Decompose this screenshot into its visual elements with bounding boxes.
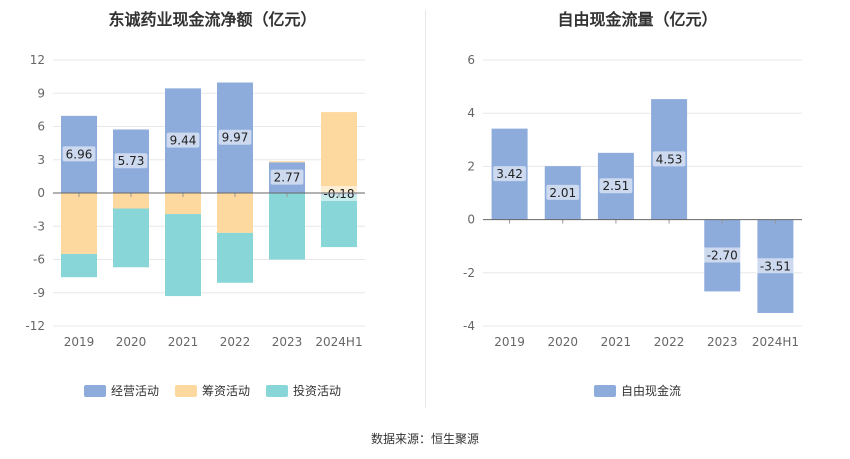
free-cashflow-chart: 6 4 2 0 -2 -4 3.42 2019 2.01 2020 2.51 2021 4.53 2022…	[463, 53, 802, 349]
data-source-text: 数据来源：恒生聚源	[370, 432, 479, 446]
free-cashflow-data-label-bg	[493, 166, 526, 182]
cashflow-net-bar-series2	[165, 214, 201, 297]
cashflow-net-xtick-label: 2022	[220, 335, 251, 349]
cashflow-net-legend-label: 投资活动	[293, 384, 342, 398]
cashflow-net-ytick-label: -3	[33, 219, 45, 233]
free-cashflow-legend-label: 自由现金流	[620, 384, 681, 398]
cashflow-net-xtick-label: 2021	[168, 335, 199, 349]
cashflow-net-ytick-label: 12	[30, 53, 45, 67]
cashflow-net-bar-series2	[269, 193, 305, 260]
cashflow-net-ytick-label: 3	[37, 153, 45, 167]
free-cashflow-legend: 自由现金流	[425, 382, 850, 400]
cashflow-net-data-label-bg	[62, 146, 96, 162]
cashflow-net-bar-series2	[61, 253, 97, 278]
cashflow-net-xtick-label: 2024H1	[315, 335, 362, 349]
cashflow-net-data-label: 5.73	[118, 154, 145, 168]
cashflow-net-legend: 经营活动 筹资活动 投资活动	[0, 382, 425, 400]
cashflow-net-bar-series1	[321, 112, 357, 193]
free-cashflow-data-label-bg	[599, 178, 633, 194]
cashflow-net-ytick-label: 9	[37, 86, 45, 100]
cashflow-net-bar-series1	[165, 193, 201, 215]
free-cashflow-data-label-bg	[702, 247, 743, 263]
free-cashflow-legend-item[interactable]: 自由现金流	[593, 382, 681, 399]
cashflow-net-bar-series1	[269, 161, 305, 163]
cashflow-net-legend-item[interactable]: 经营活动	[83, 382, 159, 399]
cashflow-net-data-label: 9.44	[170, 134, 197, 148]
free-cashflow-data-label: -3.51	[760, 259, 791, 273]
cashflow-net-bar-series1	[217, 193, 253, 233]
cashflow-net-data-label: 9.97	[222, 131, 249, 145]
free-cashflow-legend-swatch	[593, 384, 616, 397]
cashflow-net-xtick-label: 2019	[64, 335, 95, 349]
free-cashflow-ytick-label: 4	[467, 106, 475, 120]
free-cashflow-data-label: 4.53	[656, 152, 683, 166]
panel-divider	[425, 10, 426, 408]
free-cashflow-data-label-bg	[546, 184, 580, 200]
free-cashflow-chart-panel: 自由现金流量（亿元） 6 4 2 0 -2 -4 3.42 2019 2.01 2020 2.51 2…	[425, 0, 850, 410]
free-cashflow-data-label: 2.51	[603, 179, 630, 193]
free-cashflow-xtick-label: 2023	[707, 335, 738, 349]
cashflow-net-data-label: 6.96	[66, 147, 93, 161]
cashflow-net-legend-swatch	[174, 384, 197, 397]
free-cashflow-xtick-label: 2019	[494, 335, 525, 349]
free-cashflow-data-label: -2.70	[707, 249, 738, 263]
cashflow-net-data-label-bg	[270, 169, 304, 185]
free-cashflow-ytick-label: 6	[467, 53, 475, 67]
cashflow-net-data-label-bg	[114, 153, 148, 169]
cashflow-net-legend-swatch	[83, 384, 106, 397]
cashflow-net-legend-item[interactable]: 筹资活动	[174, 382, 250, 399]
cashflow-net-ytick-label: 0	[37, 186, 45, 200]
free-cashflow-ytick-label: 2	[467, 159, 475, 173]
cashflow-net-xtick-label: 2020	[116, 335, 147, 349]
free-cashflow-xtick-label: 2020	[547, 335, 578, 349]
cashflow-net-data-label: 2.77	[274, 171, 301, 185]
cashflow-net-legend-item[interactable]: 投资活动	[266, 382, 341, 399]
cashflow-net-bar-series2	[321, 194, 357, 248]
cashflow-net-xtick-label: 2023	[272, 335, 303, 349]
cashflow-net-data-label-bg	[166, 132, 200, 148]
free-cashflow-xtick-label: 2021	[601, 335, 632, 349]
free-cashflow-ytick-label: 0	[467, 213, 475, 227]
free-cashflow-data-label-bg	[652, 151, 686, 167]
cashflow-net-bar-series1	[61, 193, 97, 254]
free-cashflow-data-label-bg	[755, 258, 796, 274]
cashflow-net-bar-series2	[113, 208, 149, 268]
cashflow-net-chart-panel: 东诚药业现金流净额（亿元） 12 9 6 3 0 -3 -6 -9 -12 6.96 2019 5.7…	[0, 0, 425, 410]
cashflow-net-bar-series2	[217, 232, 253, 283]
free-cashflow-ytick-label: -2	[463, 266, 475, 280]
free-cashflow-data-label: 3.42	[496, 167, 523, 181]
free-cashflow-ytick-label: -4	[463, 319, 475, 333]
cashflow-net-legend-swatch	[266, 384, 288, 397]
free-cashflow-xtick-label: 2022	[654, 335, 685, 349]
cashflow-net-ytick-label: 6	[37, 120, 45, 134]
free-cashflow-chart-title: 自由现金流量（亿元）	[557, 10, 718, 29]
cashflow-net-legend-label: 筹资活动	[201, 384, 250, 398]
cashflow-net-ytick-label: -12	[25, 319, 45, 333]
cashflow-net-ytick-label: -6	[33, 253, 45, 267]
cashflow-net-chart-title: 东诚药业现金流净额（亿元）	[108, 10, 317, 29]
cashflow-net-legend-label: 经营活动	[110, 384, 159, 398]
free-cashflow-data-label: 2.01	[549, 186, 576, 200]
cashflow-net-chart: 12 9 6 3 0 -3 -6 -9 -12 6.96 2019 5.73 2020 9.44 2021 9…	[25, 53, 365, 349]
free-cashflow-xtick-label: 2024H1	[752, 335, 799, 349]
cashflow-net-data-label-bg	[218, 129, 252, 145]
cashflow-net-bar-series1	[113, 193, 149, 209]
cashflow-net-ytick-label: -9	[33, 286, 45, 300]
